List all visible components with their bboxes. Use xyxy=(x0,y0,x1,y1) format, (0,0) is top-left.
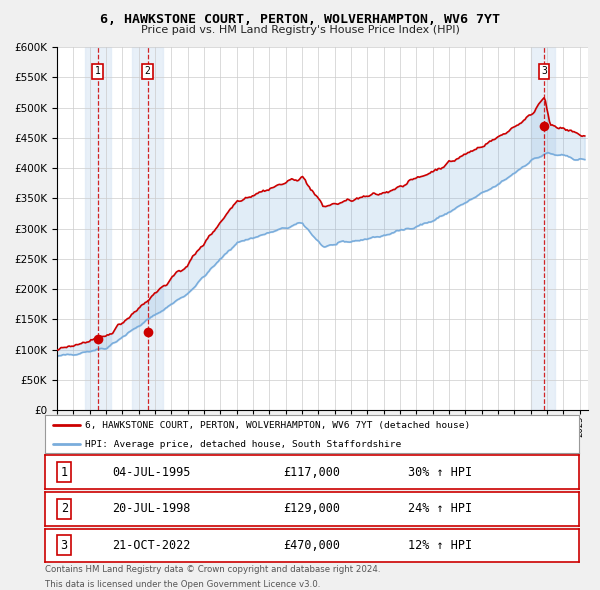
Bar xyxy=(85,47,111,410)
Text: Price paid vs. HM Land Registry's House Price Index (HPI): Price paid vs. HM Land Registry's House … xyxy=(140,25,460,35)
Text: 30% ↑ HPI: 30% ↑ HPI xyxy=(408,466,472,479)
Text: 21-OCT-2022: 21-OCT-2022 xyxy=(113,539,191,552)
Text: 6, HAWKSTONE COURT, PERTON, WOLVERHAMPTON, WV6 7YT: 6, HAWKSTONE COURT, PERTON, WOLVERHAMPTO… xyxy=(100,13,500,26)
Text: £129,000: £129,000 xyxy=(284,502,341,516)
Text: Contains HM Land Registry data © Crown copyright and database right 2024.: Contains HM Land Registry data © Crown c… xyxy=(45,565,380,574)
Text: 24% ↑ HPI: 24% ↑ HPI xyxy=(408,502,472,516)
Text: 04-JUL-1995: 04-JUL-1995 xyxy=(113,466,191,479)
Text: 3: 3 xyxy=(541,67,547,76)
Text: 20-JUL-1998: 20-JUL-1998 xyxy=(113,502,191,516)
Text: HPI: Average price, detached house, South Staffordshire: HPI: Average price, detached house, Sout… xyxy=(85,440,401,449)
Text: 3: 3 xyxy=(61,539,68,552)
Text: This data is licensed under the Open Government Licence v3.0.: This data is licensed under the Open Gov… xyxy=(45,580,320,589)
Text: 1: 1 xyxy=(95,67,101,76)
Bar xyxy=(531,47,556,410)
Text: 2: 2 xyxy=(61,502,68,516)
Bar xyxy=(132,47,163,410)
Text: £117,000: £117,000 xyxy=(284,466,341,479)
Text: 2: 2 xyxy=(145,67,151,76)
Text: 1: 1 xyxy=(61,466,68,479)
Text: 6, HAWKSTONE COURT, PERTON, WOLVERHAMPTON, WV6 7YT (detached house): 6, HAWKSTONE COURT, PERTON, WOLVERHAMPTO… xyxy=(85,421,470,430)
Text: £470,000: £470,000 xyxy=(284,539,341,552)
Text: 12% ↑ HPI: 12% ↑ HPI xyxy=(408,539,472,552)
